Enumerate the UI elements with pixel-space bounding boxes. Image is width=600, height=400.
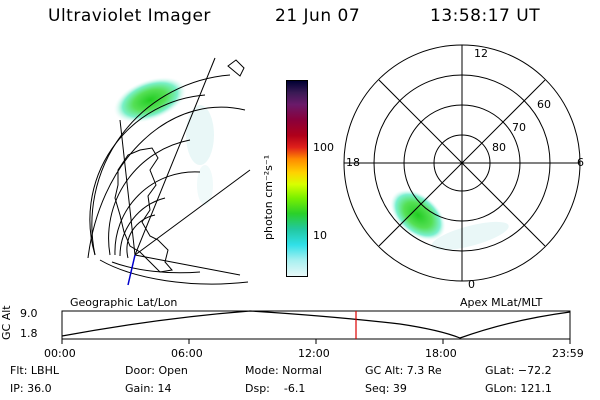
mlat-label-60: 60 <box>537 98 551 111</box>
status-glon: GLon: 121.1 <box>485 382 552 395</box>
mlat-label-80: 80 <box>492 141 506 154</box>
subsatellite-track <box>127 254 136 286</box>
observation-time: 13:58:17 UT <box>430 6 541 26</box>
colorbar-unit-label: photon cm⁻²s⁻¹ <box>262 154 275 240</box>
time-tick-1: 06:00 <box>171 347 203 360</box>
status-mode: Mode: Normal <box>245 364 322 377</box>
status-dsp: Dsp: -6.1 <box>245 382 306 395</box>
colorbar-tick-100: 100 <box>313 141 334 154</box>
status-seq: Seq: 39 <box>365 382 407 395</box>
instrument-title: Ultraviolet Imager <box>48 6 211 26</box>
aurora-emission-geo <box>113 77 214 205</box>
colorbar-tick-10: 10 <box>313 229 327 242</box>
mlt-label-0: 0 <box>468 278 475 291</box>
colorbar <box>286 80 308 277</box>
mlt-label-12: 12 <box>474 47 488 60</box>
island-outline <box>227 59 245 77</box>
observation-date: 21 Jun 07 <box>275 6 361 26</box>
status-glat: GLat: −72.2 <box>485 364 552 377</box>
altitude-ylabel: GC Alt <box>0 305 13 340</box>
time-tick-2: 12:00 <box>298 347 330 360</box>
time-tick-0: 00:00 <box>44 347 76 360</box>
mlt-label-6: 6 <box>577 156 584 169</box>
status-gc-alt: GC Alt: 7.3 Re <box>365 364 442 377</box>
altitude-ytick-top: 9.0 <box>20 307 38 320</box>
status-filter: Flt: LBHL <box>10 364 59 377</box>
altitude-ytick-bottom: 1.8 <box>20 327 38 340</box>
antarctica-coastline <box>114 147 173 273</box>
mlat-label-70: 70 <box>512 121 526 134</box>
status-ip: IP: 36.0 <box>10 382 52 395</box>
status-door: Door: Open <box>125 364 188 377</box>
altitude-plot <box>61 310 571 344</box>
mlt-label-18: 18 <box>346 156 360 169</box>
time-tick-4: 23:59 <box>552 347 584 360</box>
status-gain: Gain: 14 <box>125 382 172 395</box>
aurora-emission-polar <box>390 189 509 251</box>
geo-panel-label: Geographic Lat/Lon <box>70 296 178 309</box>
polar-plot <box>343 44 581 282</box>
polar-panel-label: Apex MLat/MLT <box>460 296 543 309</box>
time-tick-3: 18:00 <box>425 347 457 360</box>
geo-meridians <box>119 57 251 276</box>
